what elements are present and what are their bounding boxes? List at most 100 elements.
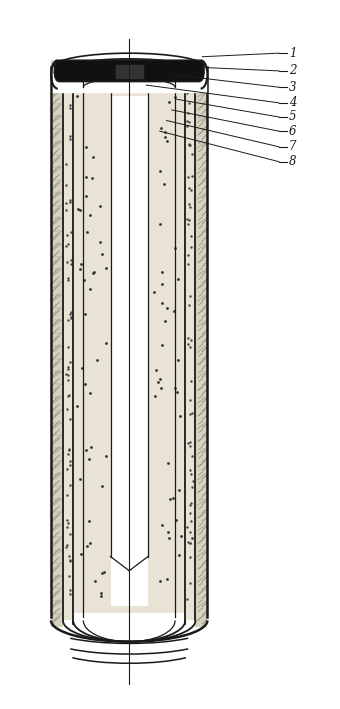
Point <box>186 182 191 194</box>
Point <box>173 383 178 394</box>
Text: 6: 6 <box>289 125 296 138</box>
Point <box>82 378 88 389</box>
Point <box>185 250 190 261</box>
Point <box>172 306 177 317</box>
Point <box>67 445 72 456</box>
Text: 8: 8 <box>289 155 296 168</box>
Point <box>100 480 105 491</box>
Point <box>89 172 94 184</box>
Point <box>187 139 192 150</box>
Point <box>175 273 181 284</box>
Point <box>63 368 68 379</box>
Point <box>157 165 162 177</box>
Text: 4: 4 <box>289 96 296 109</box>
Point <box>67 459 73 471</box>
Point <box>94 354 100 366</box>
Point <box>188 201 193 212</box>
Point <box>63 179 69 191</box>
Point <box>185 171 191 182</box>
Point <box>187 140 192 151</box>
Point <box>152 390 157 401</box>
Point <box>87 210 93 221</box>
Point <box>188 184 194 196</box>
Point <box>185 213 190 225</box>
Point <box>170 492 176 503</box>
Point <box>165 303 170 314</box>
Point <box>67 308 73 319</box>
Point <box>176 484 182 495</box>
Point <box>66 341 71 352</box>
Point <box>65 238 71 250</box>
Point <box>66 272 71 284</box>
Point <box>84 226 89 238</box>
Point <box>190 532 195 544</box>
Point <box>85 540 90 551</box>
Point <box>151 286 156 297</box>
Point <box>68 130 73 142</box>
Point <box>97 201 103 212</box>
Point <box>189 170 194 182</box>
Point <box>188 436 193 447</box>
Point <box>64 198 69 209</box>
Point <box>187 408 192 420</box>
Point <box>172 91 178 103</box>
Point <box>187 395 193 406</box>
Point <box>99 567 105 579</box>
Point <box>68 585 73 596</box>
Text: 7: 7 <box>289 140 296 153</box>
Point <box>187 508 192 519</box>
Point <box>78 474 83 485</box>
Point <box>190 407 195 418</box>
Point <box>159 340 165 351</box>
Point <box>159 267 165 278</box>
Point <box>103 337 109 349</box>
Point <box>67 357 73 368</box>
Point <box>84 445 89 456</box>
Point <box>185 437 190 448</box>
Point <box>187 440 192 451</box>
Point <box>87 388 92 399</box>
Point <box>98 587 103 598</box>
Point <box>157 218 162 230</box>
FancyBboxPatch shape <box>51 53 207 642</box>
Point <box>186 198 191 209</box>
Point <box>86 454 92 465</box>
Text: 2: 2 <box>289 65 296 77</box>
Point <box>186 98 192 109</box>
Point <box>99 248 104 259</box>
Point <box>167 493 173 505</box>
Point <box>185 87 190 99</box>
Point <box>65 540 70 551</box>
Point <box>68 312 73 323</box>
Point <box>68 227 74 238</box>
Point <box>189 334 194 345</box>
Point <box>67 554 73 565</box>
Point <box>65 517 70 528</box>
Point <box>187 537 192 548</box>
Point <box>87 515 92 527</box>
Point <box>185 338 190 350</box>
Point <box>185 521 190 532</box>
Point <box>67 99 72 111</box>
Point <box>75 203 80 215</box>
Text: 1: 1 <box>289 47 296 60</box>
Point <box>186 214 192 225</box>
Point <box>174 386 180 398</box>
Point <box>159 122 164 133</box>
FancyBboxPatch shape <box>54 60 204 82</box>
Point <box>64 522 69 533</box>
Point <box>78 258 84 269</box>
Point <box>188 499 193 510</box>
Point <box>67 570 72 581</box>
Point <box>185 121 190 132</box>
Point <box>64 489 70 501</box>
Point <box>87 283 93 294</box>
Point <box>84 141 89 152</box>
Point <box>69 258 74 269</box>
Point <box>64 257 69 268</box>
Point <box>186 300 191 311</box>
Point <box>103 450 108 462</box>
Point <box>188 464 193 476</box>
Point <box>173 242 178 253</box>
Point <box>74 401 80 412</box>
